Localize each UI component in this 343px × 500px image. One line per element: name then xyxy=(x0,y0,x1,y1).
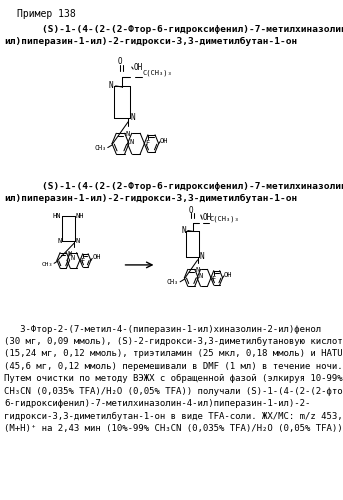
Text: HN: HN xyxy=(53,212,61,218)
Text: N: N xyxy=(196,268,200,274)
Text: NH: NH xyxy=(75,212,84,218)
Text: (M+H)⁺ на 2,43 мин (10%-99% CH₃CN (0,035% TFA)/H₂O (0,05% TFA)).: (M+H)⁺ на 2,43 мин (10%-99% CH₃CN (0,035… xyxy=(4,424,343,433)
Text: OH: OH xyxy=(92,254,101,260)
Text: OH: OH xyxy=(202,213,211,222)
Text: N: N xyxy=(200,252,204,261)
Text: N: N xyxy=(70,256,74,262)
Text: 6-гидроксифенил)-7-метилхиназолин-4-ил)пиперазин-1-ил)-2-: 6-гидроксифенил)-7-метилхиназолин-4-ил)п… xyxy=(4,399,310,408)
Text: O: O xyxy=(117,56,122,66)
Text: OH: OH xyxy=(224,272,233,278)
Text: N: N xyxy=(67,250,71,256)
Text: CH₃: CH₃ xyxy=(167,279,179,285)
Text: Пример 138: Пример 138 xyxy=(17,10,76,20)
Text: ил)пиперазин-1-ил)-2-гидрокси-3,3-диметилбутан-1-он: ил)пиперазин-1-ил)-2-гидрокси-3,3-димети… xyxy=(4,37,297,46)
Text: (45,6 мг, 0,12 ммоль) перемешивали в DMF (1 мл) в течение ночи.: (45,6 мг, 0,12 ммоль) перемешивали в DMF… xyxy=(4,362,343,371)
Text: Путем очистки по методу ВЭЖХ с обращенной фазой (элкируя 10-99%: Путем очистки по методу ВЭЖХ с обращенно… xyxy=(4,374,343,384)
Text: ил)пиперазин-1-ил)-2-гидрокси-3,3-диметилбутан-1-он: ил)пиперазин-1-ил)-2-гидрокси-3,3-димети… xyxy=(4,194,297,203)
Text: (15,24 мг, 0,12 ммоль), триэтиламин (25 мкл, 0,18 ммоль) и HATU: (15,24 мг, 0,12 ммоль), триэтиламин (25 … xyxy=(4,350,343,358)
Text: N: N xyxy=(57,238,61,244)
Text: OH: OH xyxy=(160,138,168,143)
Text: гидрокси-3,3-диметилбутан-1-он в виде TFA-соли. ЖХ/МС: m/z 453,3: гидрокси-3,3-диметилбутан-1-он в виде TF… xyxy=(4,412,343,420)
Text: CH₃CN (0,035% TFA)/H₂O (0,05% TFA)) получали (S)-1-(4-(2-(2-фтор-: CH₃CN (0,035% TFA)/H₂O (0,05% TFA)) полу… xyxy=(4,386,343,396)
Text: C(CH₃)₃: C(CH₃)₃ xyxy=(210,216,239,222)
Text: N: N xyxy=(199,273,203,279)
Text: F: F xyxy=(80,258,84,264)
Text: O: O xyxy=(188,206,193,214)
Text: N: N xyxy=(130,113,135,122)
Text: OH: OH xyxy=(133,63,142,72)
Text: (S)-1-(4-(2-(2-Фтор-6-гидроксифенил)-7-метилхиназолин-4-: (S)-1-(4-(2-(2-Фтор-6-гидроксифенил)-7-м… xyxy=(19,26,343,35)
Text: N: N xyxy=(126,132,130,138)
Text: N: N xyxy=(75,238,80,244)
Text: N: N xyxy=(130,138,134,144)
Text: F: F xyxy=(145,140,149,146)
Text: C(CH₃)₃: C(CH₃)₃ xyxy=(142,70,172,76)
Text: CH₃: CH₃ xyxy=(42,262,53,267)
Text: F: F xyxy=(211,276,215,281)
Text: 3-Фтор-2-(7-метил-4-(пиперазин-1-ил)хиназолин-2-ил)фенол: 3-Фтор-2-(7-метил-4-(пиперазин-1-ил)хина… xyxy=(4,324,321,334)
Text: CH₃: CH₃ xyxy=(94,144,106,150)
Text: N: N xyxy=(109,82,114,90)
Text: N: N xyxy=(181,226,186,235)
Text: (30 мг, 0,09 ммоль), (S)-2-гидрокси-3,3-диметилбутановую кислоту: (30 мг, 0,09 ммоль), (S)-2-гидрокси-3,3-… xyxy=(4,337,343,346)
Text: (S)-1-(4-(2-(2-Фтор-6-гидроксифенил)-7-метилхиназолин-4-: (S)-1-(4-(2-(2-Фтор-6-гидроксифенил)-7-м… xyxy=(19,182,343,192)
